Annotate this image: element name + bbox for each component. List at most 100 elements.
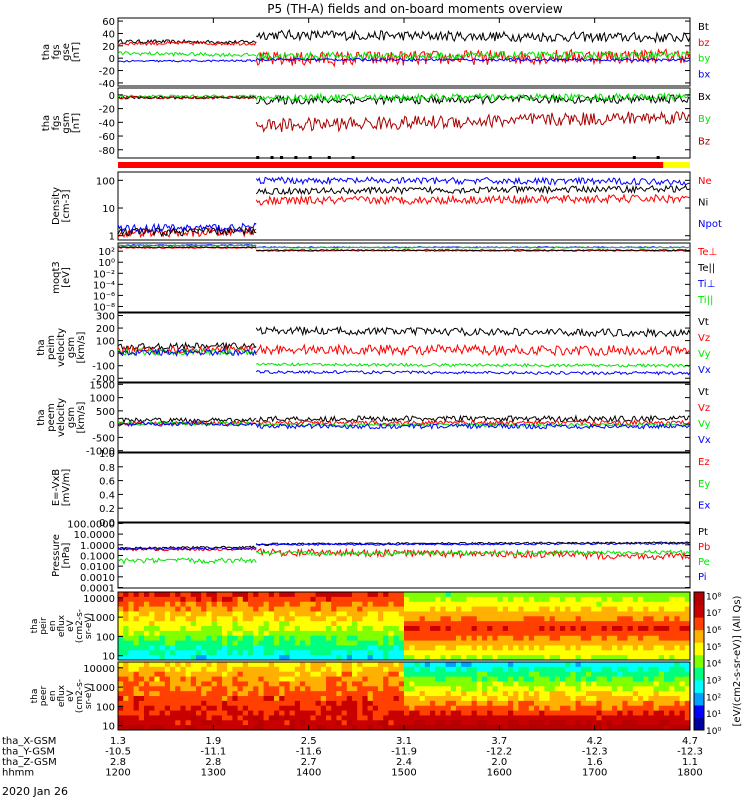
- spectro-cell: [466, 715, 472, 721]
- legend-label: Ey: [698, 479, 710, 490]
- spectro-cell: [450, 671, 457, 677]
- spectro-cell: [341, 592, 348, 598]
- spectro-cell: [669, 710, 675, 716]
- spectro-cell: [222, 705, 228, 711]
- spectro-cell: [534, 626, 540, 632]
- spectro-cell: [404, 696, 410, 702]
- spectro-cell: [367, 650, 374, 656]
- spectro-cell: [216, 662, 223, 668]
- spectro-cell: [622, 655, 628, 661]
- spectro-cell: [206, 640, 212, 646]
- spectro-cell: [346, 645, 353, 651]
- spectro-cell: [653, 686, 660, 692]
- spectro-cell: [331, 592, 337, 598]
- spectro-cell: [674, 705, 680, 711]
- spectro-cell: [612, 676, 618, 682]
- spectro-cell: [570, 686, 576, 692]
- spectro-cell: [274, 691, 280, 697]
- spectro-cell: [606, 655, 613, 661]
- spectro-cell: [679, 662, 686, 668]
- spectro-cell: [487, 676, 493, 682]
- spectro-cell: [565, 630, 571, 637]
- spectro-cell: [118, 676, 124, 682]
- spectro-cell: [632, 686, 639, 692]
- spectro-cell: [440, 630, 446, 637]
- spectro-cell: [190, 601, 197, 607]
- spectro-cell: [274, 650, 280, 656]
- chart-title: P5 (TH-A) fields and on-board moments ov…: [267, 2, 563, 16]
- x-tick-label: 2.8: [110, 757, 126, 768]
- spectro-cell: [492, 666, 498, 673]
- flag-yellow: [663, 162, 690, 168]
- spectro-cell: [409, 705, 415, 711]
- spectro-cell: [674, 592, 680, 598]
- spectro-cell: [586, 650, 592, 656]
- spectro-cell: [175, 611, 181, 617]
- spectro-cell: [326, 696, 332, 702]
- spectro-cell: [232, 676, 238, 682]
- spectro-cell: [658, 725, 665, 731]
- spectro-cell: [508, 691, 514, 697]
- spectro-cell: [570, 710, 576, 716]
- spectro-cell: [211, 606, 218, 612]
- spectro-cell: [248, 592, 254, 598]
- spectro-cell: [388, 700, 394, 707]
- legend-label: Ez: [698, 457, 710, 468]
- spectro-cell: [164, 676, 171, 682]
- spectro-cell: [118, 611, 124, 617]
- spectro-cell: [180, 601, 186, 607]
- spectro-cell: [305, 635, 311, 641]
- spectro-cell: [263, 686, 270, 692]
- x-row-label: tha_Y-GSM: [2, 747, 55, 758]
- spectro-cell: [471, 635, 478, 641]
- spectro-cell: [539, 710, 545, 716]
- spectro-cell: [617, 691, 623, 697]
- spectro-cell: [523, 655, 530, 661]
- spectro-cell: [185, 676, 192, 682]
- spectro-cell: [232, 616, 238, 622]
- spectro-cell: [492, 696, 498, 702]
- spectro-cell: [305, 662, 311, 668]
- spectro-cell: [372, 640, 379, 646]
- spectro-cell: [596, 626, 602, 632]
- spectro-cell: [419, 611, 426, 617]
- spectro-cell: [268, 621, 275, 627]
- legend-label: Bt: [698, 22, 709, 33]
- spectro-cell: [560, 601, 566, 607]
- y-axis-label: eflux: [57, 614, 67, 637]
- y-axis-label: tha: [30, 689, 40, 704]
- spectro-cell: [643, 700, 649, 707]
- spectro-cell: [144, 596, 150, 603]
- spectro-cell: [440, 635, 446, 641]
- spectro-cell: [508, 720, 514, 726]
- spectro-cell: [336, 626, 342, 632]
- spectro-cell: [222, 666, 228, 673]
- spectro-cell: [466, 611, 472, 617]
- spectro-cell: [492, 662, 498, 668]
- spectro-cell: [492, 606, 498, 612]
- spectro-cell: [450, 705, 457, 711]
- spectro-cell: [206, 725, 212, 731]
- spectro-cell: [419, 691, 426, 697]
- spectro-cell: [554, 676, 561, 682]
- spectro-cell: [326, 725, 332, 731]
- spectro-cell: [560, 710, 566, 716]
- spectro-cell: [346, 606, 353, 612]
- spectro-cell: [606, 705, 613, 711]
- spectro-cell: [352, 655, 358, 661]
- spectro-cell: [445, 635, 452, 641]
- spectro-cell: [528, 691, 535, 697]
- spectro-cell: [476, 621, 483, 627]
- spectro-cell: [534, 720, 540, 726]
- spectro-cell: [310, 621, 316, 627]
- spectro-cell: [206, 630, 212, 637]
- spectro-cell: [617, 601, 623, 607]
- spectro-cell: [362, 596, 368, 603]
- y-axis-label: gsm: [66, 407, 77, 428]
- spectro-cell: [258, 671, 264, 677]
- spectro-cell: [294, 686, 301, 692]
- spectro-cell: [492, 686, 498, 692]
- spectro-cell: [414, 720, 420, 726]
- spectro-cell: [170, 650, 176, 656]
